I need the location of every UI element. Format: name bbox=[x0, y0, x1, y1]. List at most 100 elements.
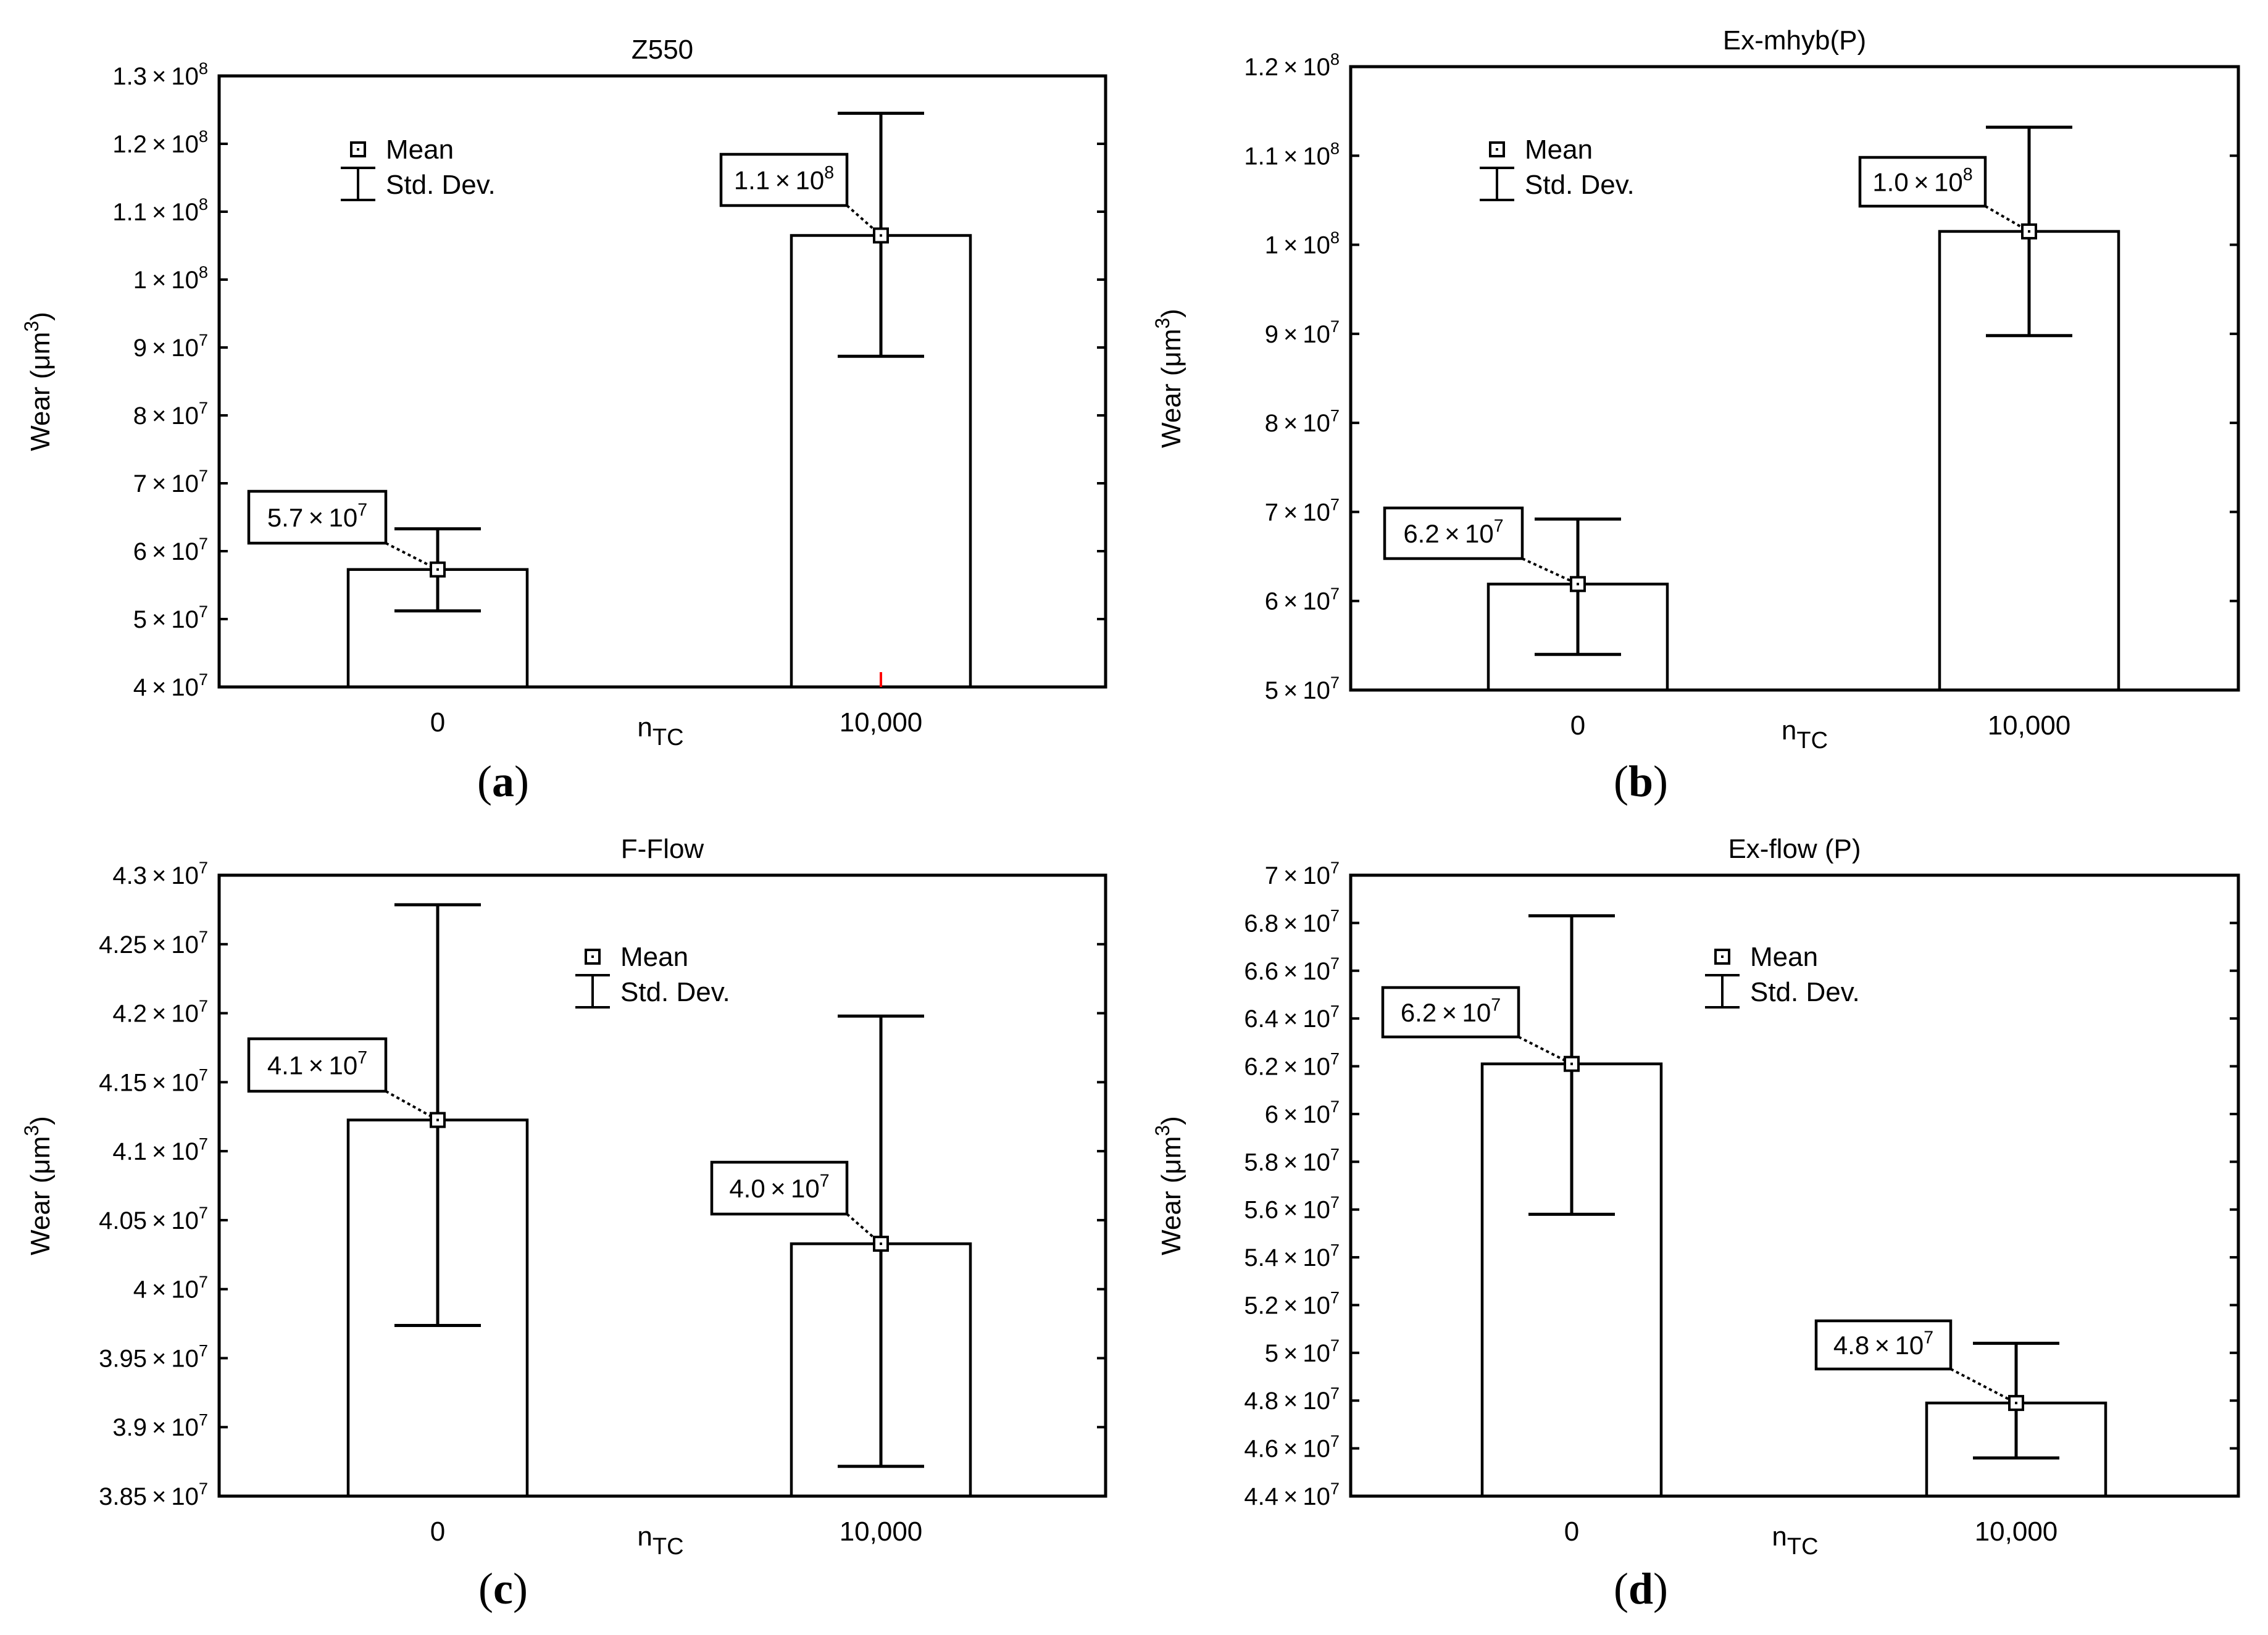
chart-title: F-Flow bbox=[621, 834, 704, 864]
legend-mean-marker-dot bbox=[357, 148, 359, 151]
y-tick-label: 5 × 107 bbox=[133, 602, 208, 633]
y-axis-label: Wear (μm3) bbox=[20, 312, 56, 451]
y-tick-label: 7 × 107 bbox=[133, 466, 208, 497]
x-axis-label: nTC bbox=[637, 1521, 683, 1560]
y-tick-label: 5.2 × 107 bbox=[1244, 1288, 1340, 1320]
legend-std-label: Std. Dev. bbox=[620, 977, 730, 1007]
data-label: 4.1 × 107 bbox=[267, 1048, 367, 1080]
y-tick-label: 1.2 × 108 bbox=[1244, 49, 1340, 81]
annotation-box bbox=[719, 152, 849, 207]
chart-panel-c: F-Flow 3.85 × 107 3.9 × 107 3.95 × 107 4 × 1… bbox=[20, 834, 1107, 1613]
y-tick-label: 4 × 107 bbox=[133, 1272, 208, 1304]
legend-mean-label: Mean bbox=[620, 942, 688, 972]
y-tick-label: 7 × 107 bbox=[1265, 495, 1340, 526]
y-axis-label: Wear (μm3) bbox=[1151, 309, 1186, 448]
x-tick-label: 0 bbox=[1570, 710, 1585, 741]
data-label: 4.8 × 107 bbox=[1833, 1328, 1933, 1360]
chart-panel-b: Ex-mhyb(P) 5 × 107 6 × 107 7 × 107 8 × 107 9 … bbox=[1151, 25, 2240, 806]
legend-std-label: Std. Dev. bbox=[1750, 977, 1860, 1007]
y-tick-label: 8 × 107 bbox=[133, 398, 208, 430]
legend-std-label: Std. Dev. bbox=[1525, 170, 1635, 200]
data-label: 6.2 × 107 bbox=[1401, 995, 1501, 1027]
y-tick-label: 5.8 × 107 bbox=[1244, 1145, 1340, 1176]
annotation-leader bbox=[1518, 1036, 1572, 1065]
y-tick-label: 1.1 × 108 bbox=[1244, 138, 1340, 170]
y-tick-label: 4.1 × 107 bbox=[112, 1134, 208, 1165]
y-tick-label: 4.05 × 107 bbox=[99, 1203, 208, 1234]
y-tick-label: 6.4 × 107 bbox=[1244, 1001, 1340, 1033]
y-tick-label: 6.2 × 107 bbox=[1244, 1049, 1340, 1081]
x-axis-label: nTC bbox=[1782, 715, 1828, 754]
annotation-box bbox=[1814, 1319, 1953, 1371]
y-tick-label: 5 × 107 bbox=[1265, 1336, 1340, 1367]
y-tick-label: 3.95 × 107 bbox=[99, 1341, 208, 1373]
y-tick-label: 4.2 × 107 bbox=[112, 996, 208, 1028]
y-tick-label: 9 × 107 bbox=[133, 330, 208, 362]
x-tick-label: 0 bbox=[430, 707, 445, 738]
y-tick-label: 1.2 × 108 bbox=[112, 127, 208, 158]
y-tick-label: 4.15 × 107 bbox=[99, 1065, 208, 1097]
y-tick-label: 1.1 × 108 bbox=[112, 194, 208, 226]
y-tick-label: 1.3 × 108 bbox=[112, 59, 208, 90]
x-tick-label: 0 bbox=[1564, 1516, 1579, 1547]
y-tick-label: 7 × 107 bbox=[1265, 858, 1340, 889]
y-axis-label: Wear (μm3) bbox=[20, 1116, 56, 1255]
mean-marker-dot bbox=[1570, 1062, 1573, 1065]
panel-label: (b) bbox=[1614, 757, 1668, 806]
y-tick-label: 9 × 107 bbox=[1265, 317, 1340, 348]
legend-mean-label: Mean bbox=[386, 135, 454, 165]
x-tick-label: 10,000 bbox=[840, 707, 923, 738]
data-label: 1.0 × 108 bbox=[1872, 165, 1972, 197]
annotation-box bbox=[247, 1037, 388, 1093]
y-tick-label: 1 × 108 bbox=[1265, 228, 1340, 259]
panel-label: (a) bbox=[477, 757, 529, 806]
mean-marker-dot bbox=[436, 1118, 439, 1121]
plot-frame bbox=[217, 873, 1107, 1498]
y-tick-label: 5.4 × 107 bbox=[1244, 1240, 1340, 1271]
mean-marker-dot bbox=[2015, 1402, 2017, 1405]
y-tick-label: 5 × 107 bbox=[1265, 673, 1340, 704]
y-tick-label: 4.25 × 107 bbox=[99, 927, 208, 959]
y-tick-label: 1 × 108 bbox=[133, 262, 208, 294]
mean-marker-dot bbox=[880, 234, 882, 237]
annotation-leader bbox=[1522, 557, 1578, 586]
x-axis-label: nTC bbox=[637, 712, 683, 751]
chart-title: Z550 bbox=[632, 35, 693, 65]
plot-frame bbox=[1349, 65, 2240, 692]
panel-label: (d) bbox=[1614, 1564, 1668, 1613]
annotation-box bbox=[1381, 986, 1520, 1039]
y-tick-label: 4.4 × 107 bbox=[1244, 1479, 1340, 1510]
panel-label: (c) bbox=[478, 1564, 528, 1613]
y-tick-label: 4.8 × 107 bbox=[1244, 1383, 1340, 1415]
y-tick-label: 3.85 × 107 bbox=[99, 1479, 208, 1510]
x-tick-label: 10,000 bbox=[1975, 1516, 2058, 1547]
annotation-leader bbox=[1950, 1368, 2017, 1404]
data-label: 6.2 × 107 bbox=[1403, 516, 1503, 548]
legend-mean-marker-dot bbox=[1721, 955, 1724, 958]
annotation-leader bbox=[385, 1090, 438, 1121]
annotation-box bbox=[710, 1160, 849, 1216]
y-tick-label: 8 × 107 bbox=[1265, 406, 1340, 437]
x-tick-label: 0 bbox=[430, 1516, 445, 1547]
x-axis-label: nTC bbox=[1772, 1521, 1818, 1560]
y-tick-label: 3.9 × 107 bbox=[112, 1410, 208, 1441]
y-tick-label: 6 × 107 bbox=[133, 534, 208, 565]
mean-marker-dot bbox=[436, 568, 439, 571]
y-tick-label: 6 × 107 bbox=[1265, 1097, 1340, 1128]
mean-marker-dot bbox=[1577, 583, 1579, 586]
mean-marker-dot bbox=[2028, 230, 2030, 233]
y-tick-label: 4.6 × 107 bbox=[1244, 1431, 1340, 1463]
data-label: 1.1 × 108 bbox=[734, 163, 834, 195]
annotation-box bbox=[1858, 156, 1987, 208]
legend-mean-marker-dot bbox=[591, 955, 594, 958]
legend-mean-label: Mean bbox=[1750, 942, 1818, 972]
chart-title: Ex-mhyb(P) bbox=[1723, 25, 1866, 56]
mean-marker-dot bbox=[880, 1242, 882, 1246]
data-label: 5.7 × 107 bbox=[267, 500, 367, 532]
y-tick-label: 4 × 107 bbox=[133, 670, 208, 701]
data-label: 4.0 × 107 bbox=[729, 1171, 829, 1203]
y-tick-label: 5.6 × 107 bbox=[1244, 1192, 1340, 1224]
annotation-leader bbox=[1985, 205, 2030, 233]
x-tick-label: 10,000 bbox=[840, 1516, 923, 1547]
